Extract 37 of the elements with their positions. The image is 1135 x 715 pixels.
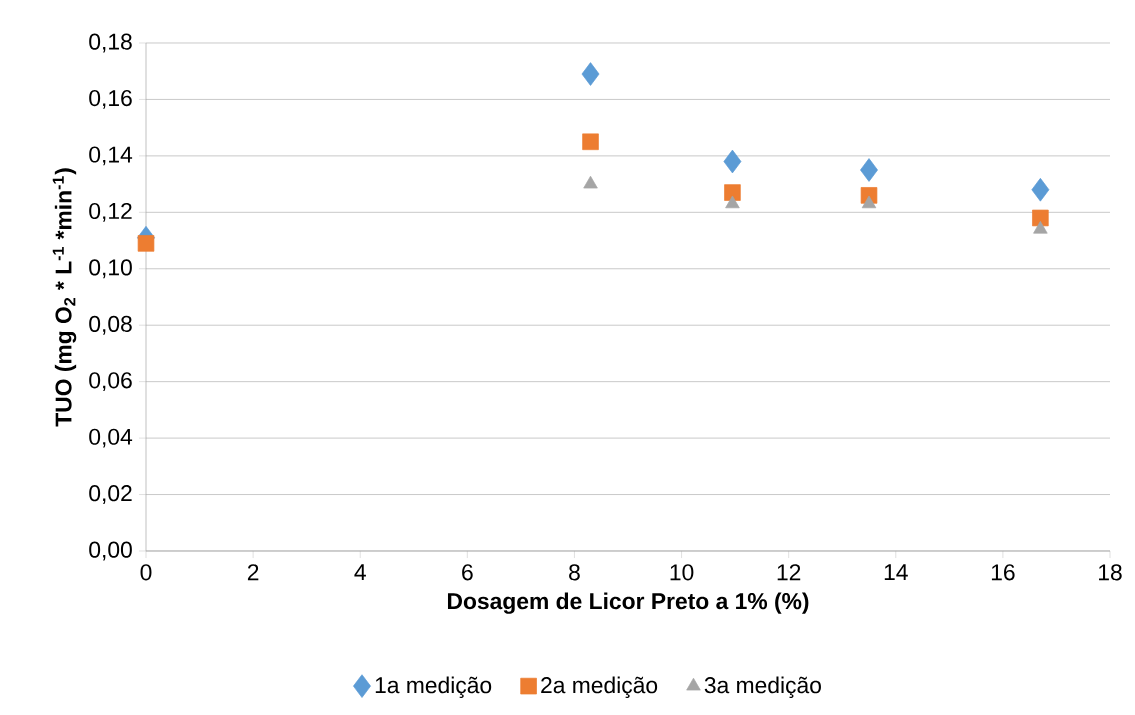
- point: [725, 195, 740, 209]
- legend-label: 1a medição: [375, 676, 492, 698]
- y-tick-label: 0,14: [89, 146, 133, 166]
- point: [583, 175, 598, 189]
- y-tick-label: 0,18: [89, 33, 132, 53]
- y-tick-label: 0,08: [89, 315, 132, 335]
- x-tick-label: 10: [670, 564, 694, 581]
- x-tick-label: 4: [354, 564, 366, 580]
- y-tick-label: 0,00: [89, 541, 132, 561]
- legend-label: 3a medição: [704, 676, 821, 698]
- point: [582, 133, 599, 151]
- legend-label: 2a medição: [541, 676, 658, 698]
- x-axis-title: Dosagem de Licor Preto a 1% (%): [447, 592, 809, 614]
- y-tick-label: 0,02: [89, 485, 132, 504]
- y-tick-label: 0,12: [89, 202, 132, 222]
- y-tick-label: 0,10: [89, 259, 132, 279]
- x-tick-label: 8: [569, 564, 580, 581]
- point: [724, 184, 741, 201]
- point: [1033, 220, 1048, 234]
- x-tick-label: 0: [140, 564, 152, 581]
- y-tick-label: 0,06: [89, 372, 132, 392]
- x-tick-label: 6: [462, 564, 473, 581]
- x-tick-label: 18: [1099, 564, 1122, 581]
- point: [723, 149, 742, 174]
- y-tick-label: 0,04: [89, 428, 133, 448]
- x-tick-label: 2: [247, 564, 259, 581]
- point: [1031, 177, 1050, 202]
- x-tick-label: 12: [777, 564, 801, 581]
- text: TUO (mg O$_{2}$ * L$^{-1}$ *min$^{-1}$): [52, 168, 77, 427]
- point: [860, 158, 878, 182]
- point: [861, 195, 877, 209]
- point: [1032, 209, 1049, 227]
- x-tick-label: 14: [884, 564, 908, 580]
- y-tick-label: 0,16: [89, 89, 132, 109]
- point: [581, 62, 600, 86]
- point: [137, 235, 155, 252]
- x-tick-label: 16: [991, 564, 1015, 581]
